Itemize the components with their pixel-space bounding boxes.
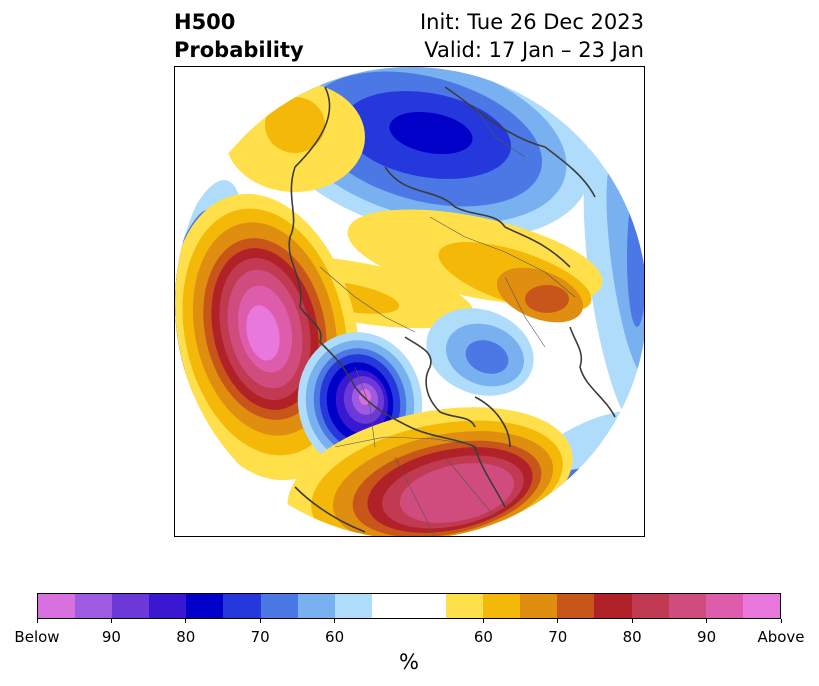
- colorbar-cell: [112, 594, 150, 618]
- colorbar-cell: [223, 594, 261, 618]
- anomaly-eastern-us-above: [287, 407, 573, 536]
- colorbar-cell: [631, 594, 669, 618]
- valid-period: Valid: 17 Jan – 23 Jan: [424, 38, 644, 62]
- colorbar-tick-label: 80: [176, 628, 196, 646]
- colorbar-cell: [297, 594, 335, 618]
- colorbar-cell: [557, 594, 595, 618]
- title-variable: H500: [174, 10, 236, 34]
- political-borders: [319, 106, 576, 536]
- anomaly-pacific-below: [426, 308, 534, 396]
- colorbar-cell: [38, 594, 76, 618]
- colorbar-tick-label: 90: [697, 628, 717, 646]
- colorbar-tick-label: 60: [473, 628, 493, 646]
- colorbar-cell: [483, 594, 521, 618]
- colorbar-cell: [742, 594, 780, 618]
- colorbar-cell: [75, 594, 113, 618]
- anomaly-gulf-of-alaska-above: [175, 193, 360, 481]
- colorbar-tick: [631, 619, 633, 623]
- colorbar-tick: [110, 619, 112, 623]
- colorbar-tick-label: 90: [101, 628, 121, 646]
- colorbar-unit-label: %: [399, 650, 419, 674]
- colorbar: [37, 593, 781, 619]
- colorbar-tick: [706, 619, 708, 623]
- polar-stereographic-map: [174, 66, 645, 537]
- colorbar-tick-label: 70: [548, 628, 568, 646]
- title-right: Init: Tue 26 Dec 2023 Valid: 17 Jan – 23…: [420, 8, 644, 64]
- colorbar-cell: [260, 594, 298, 618]
- anomaly-nw-above: [225, 82, 365, 192]
- coastlines: [288, 86, 616, 533]
- colorbar-tick-label: Below: [14, 628, 60, 646]
- colorbar-cell: [149, 594, 187, 618]
- colorbar-tick: [482, 619, 484, 623]
- colorbar-cell: [371, 594, 409, 618]
- colorbar-cell: [186, 594, 224, 618]
- anomaly-russia-above: [347, 209, 603, 323]
- colorbar-tick: [259, 619, 261, 623]
- colorbar-tick-label: Above: [757, 628, 805, 646]
- init-date: Init: Tue 26 Dec 2023: [419, 10, 644, 34]
- colorbar-tick-label: 80: [622, 628, 642, 646]
- globe-disk: [175, 67, 644, 536]
- colorbar-tick: [185, 619, 187, 623]
- colorbar-tick: [557, 619, 559, 623]
- title-left: H500 Probability: [174, 8, 304, 64]
- colorbar-tick-label: 70: [250, 628, 270, 646]
- colorbar-cell: [408, 594, 447, 618]
- colorbar-cell: [446, 594, 484, 618]
- colorbar-tick-label: 60: [325, 628, 345, 646]
- title-product: Probability: [174, 38, 304, 62]
- probability-map-svg: [175, 67, 644, 536]
- colorbar-cell: [594, 594, 632, 618]
- colorbar-cell: [334, 594, 372, 618]
- colorbar-tick: [334, 619, 336, 623]
- colorbar-tick: [780, 619, 782, 623]
- colorbar-cell: [668, 594, 706, 618]
- colorbar-tick: [36, 619, 38, 623]
- colorbar-cell: [520, 594, 558, 618]
- colorbar-cell: [705, 594, 743, 618]
